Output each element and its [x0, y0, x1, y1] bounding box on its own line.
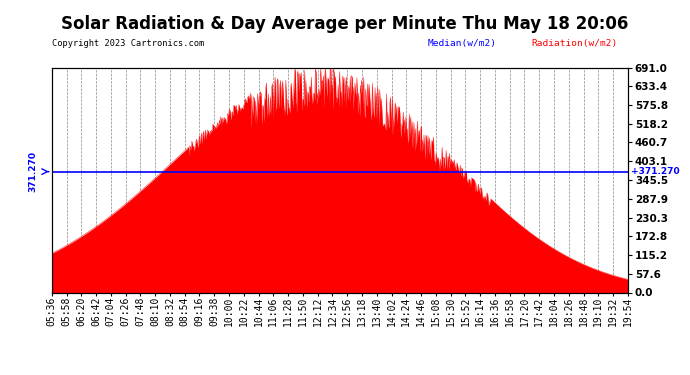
Text: 371.270: 371.270: [28, 151, 37, 192]
Text: Median(w/m2): Median(w/m2): [428, 39, 497, 48]
Text: Solar Radiation & Day Average per Minute Thu May 18 20:06: Solar Radiation & Day Average per Minute…: [61, 15, 629, 33]
Text: +371.270: +371.270: [631, 167, 680, 176]
Text: Radiation(w/m2): Radiation(w/m2): [531, 39, 618, 48]
Text: Copyright 2023 Cartronics.com: Copyright 2023 Cartronics.com: [52, 39, 204, 48]
